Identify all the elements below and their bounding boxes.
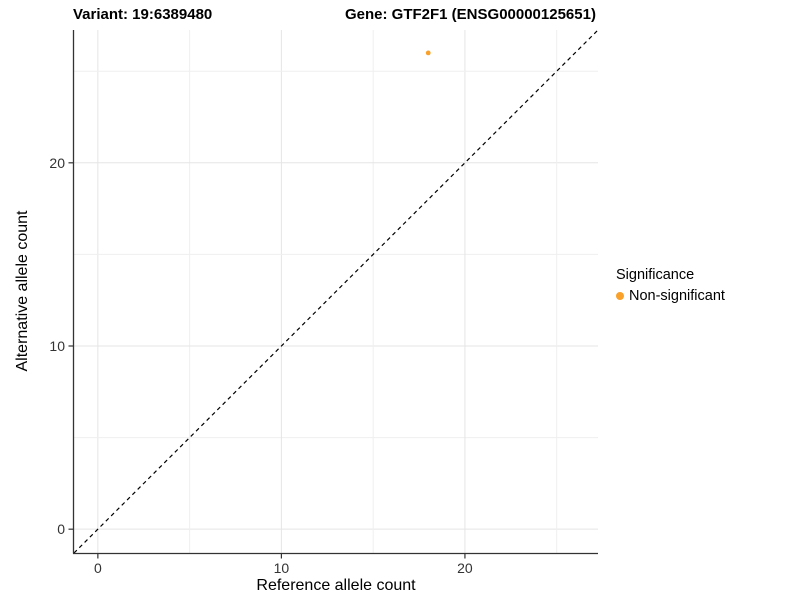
variant-title: Variant: 19:6389480 (73, 6, 213, 23)
legend-dot-icon (616, 292, 624, 300)
identity-dashed-line (73, 29, 599, 554)
legend-item-label: Non-significant (629, 288, 725, 304)
legend: Significance Non-significant (616, 267, 725, 304)
x-tick-label: 20 (457, 560, 473, 576)
legend-item: Non-significant (616, 288, 725, 304)
gene-title: Gene: GTF2F1 (ENSG00000125651) (345, 6, 596, 23)
y-tick-label: 0 (57, 521, 65, 538)
legend-title: Significance (616, 267, 695, 283)
y-tick-label: 10 (49, 337, 65, 354)
y-axis-title: Alternative allele count (14, 210, 31, 372)
x-tick-label: 10 (273, 560, 290, 576)
x-tick-label: 0 (93, 560, 102, 576)
x-axis-title: Reference allele count (256, 577, 416, 594)
data-point (425, 50, 431, 56)
y-tick-label: 20 (49, 154, 65, 171)
